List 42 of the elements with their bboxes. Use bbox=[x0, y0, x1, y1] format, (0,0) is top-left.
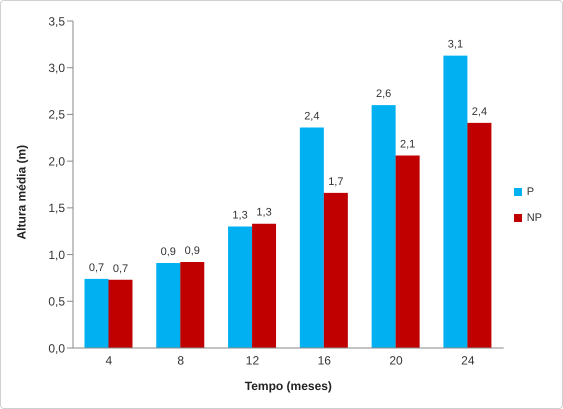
data-label: 2,4 bbox=[304, 110, 320, 123]
bar bbox=[156, 262, 180, 348]
data-label: 0,7 bbox=[88, 262, 104, 274]
bar bbox=[467, 122, 492, 348]
data-label: 2,1 bbox=[400, 138, 416, 151]
x-tick-label: 8 bbox=[177, 354, 184, 368]
bar bbox=[372, 105, 396, 348]
bar bbox=[396, 156, 420, 348]
data-label: 1,3 bbox=[256, 206, 272, 219]
data-label: 0,9 bbox=[184, 245, 200, 258]
y-tick-label: 1,5 bbox=[48, 201, 66, 216]
y-tick-label: 2,0 bbox=[48, 154, 66, 168]
data-label: 1,7 bbox=[328, 176, 344, 188]
data-label: 1,3 bbox=[232, 210, 248, 222]
data-label: 2,6 bbox=[376, 88, 392, 100]
x-tick-label: 24 bbox=[461, 354, 475, 368]
data-label: 0,7 bbox=[112, 262, 128, 275]
x-tick-label: 12 bbox=[246, 354, 260, 368]
y-tick-label: 0,0 bbox=[48, 341, 66, 356]
y-tick-label: 3,5 bbox=[48, 14, 66, 28]
bar bbox=[324, 192, 348, 348]
y-tick-label: 2,5 bbox=[48, 108, 66, 122]
legend-label: NP bbox=[526, 212, 542, 224]
x-tick-label: 4 bbox=[106, 354, 113, 368]
bar bbox=[443, 56, 468, 348]
y-tick-label: 0,5 bbox=[48, 294, 66, 309]
bar bbox=[84, 278, 108, 348]
y-axis-title: Altura média (m) bbox=[14, 144, 28, 240]
y-tick-label: 3,0 bbox=[48, 60, 66, 75]
bar bbox=[108, 280, 132, 348]
data-label: 0,9 bbox=[160, 246, 176, 258]
x-tick-label: 16 bbox=[318, 354, 332, 368]
x-axis-title: Tempo (meses) bbox=[244, 379, 332, 393]
bar bbox=[300, 128, 324, 348]
legend-label: P bbox=[526, 186, 534, 198]
bar bbox=[180, 262, 204, 348]
bar bbox=[252, 224, 276, 348]
data-label: 3,1 bbox=[448, 38, 464, 51]
y-tick-label: 1,0 bbox=[48, 248, 66, 262]
data-label: 2,4 bbox=[472, 106, 488, 118]
bar bbox=[228, 226, 252, 348]
x-tick-label: 20 bbox=[389, 354, 404, 368]
